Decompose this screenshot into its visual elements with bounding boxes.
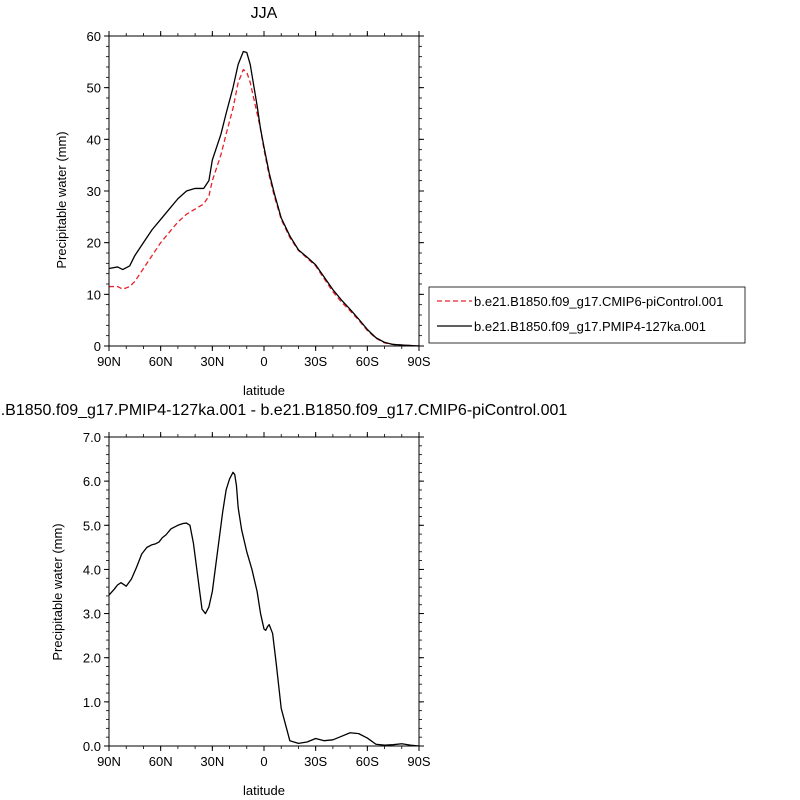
x-tick-label: 30S <box>304 754 327 769</box>
y-tick-label: 30 <box>87 184 101 199</box>
x-axis-label: latitude <box>243 783 285 798</box>
x-axis-label: latitude <box>243 383 285 398</box>
plot-frame <box>108 436 420 747</box>
x-tick-label: 60N <box>149 754 173 769</box>
axes: 90N 60N 30N 0 30S 60S 90S 0.0 1.0 2.0 3.0 4.0 5.0 6.0… <box>83 430 431 769</box>
chart-title: b.e21.B1850.f09_g17.PMIP4-127ka.001 - b.… <box>0 402 567 419</box>
y-tick-label: 20 <box>87 236 101 251</box>
x-tick-label: 90S <box>407 754 430 769</box>
y-tick-label: 40 <box>87 132 101 147</box>
axes: 90N 60N 30N 0 30S 60S 90S 0 10 20 30 40 50 60 <box>87 29 431 369</box>
chart-plot-area <box>108 50 420 347</box>
y-tick-label: 5.0 <box>83 518 101 533</box>
legend-label-picontrol: b.e21.B1850.f09_g17.CMIP6-piControl.001 <box>474 294 723 309</box>
x-tick-label: 60N <box>149 354 173 369</box>
legend: b.e21.B1850.f09_g17.CMIP6-piControl.001 … <box>428 286 746 344</box>
y-tick-label: 7.0 <box>83 430 101 445</box>
plot-frame <box>108 35 420 347</box>
y-tick-label: 0 <box>94 339 101 354</box>
y-axis-label: Precipitable water (mm) <box>50 523 65 660</box>
series-line-0 <box>108 471 420 747</box>
x-tick-label: 0 <box>260 754 267 769</box>
series-line-1 <box>108 50 420 347</box>
chart-plot-area <box>108 471 420 747</box>
y-tick-label: 10 <box>87 287 101 302</box>
legend-label-127ka: b.e21.B1850.f09_g17.PMIP4-127ka.001 <box>474 319 706 334</box>
x-tick-label: 60S <box>356 754 379 769</box>
panel-difference: b.e21.B1850.f09_g17.PMIP4-127ka.001 - b.… <box>0 402 567 798</box>
legend-box <box>428 286 746 344</box>
x-tick-label: 30N <box>200 354 224 369</box>
x-tick-label: 90N <box>97 354 121 369</box>
y-tick-label: 60 <box>87 29 101 44</box>
panel-jja: JJA Precipitable water (mm) latitude 90N… <box>54 5 431 398</box>
x-tick-label: 90S <box>407 354 430 369</box>
y-tick-label: 50 <box>87 81 101 96</box>
series-line-0 <box>109 68 420 347</box>
x-tick-label: 30N <box>200 754 224 769</box>
y-tick-label: 6.0 <box>83 474 101 489</box>
y-tick-label: 1.0 <box>83 695 101 710</box>
y-tick-label: 3.0 <box>83 607 101 622</box>
x-tick-label: 30S <box>304 354 327 369</box>
chart-title: JJA <box>251 5 278 22</box>
y-tick-label: 0.0 <box>83 739 101 754</box>
x-tick-label: 90N <box>97 754 121 769</box>
y-tick-label: 2.0 <box>83 651 101 666</box>
y-axis-label: Precipitable water (mm) <box>54 131 69 268</box>
y-tick-label: 4.0 <box>83 562 101 577</box>
x-tick-label: 60S <box>356 354 379 369</box>
x-tick-label: 0 <box>260 354 267 369</box>
